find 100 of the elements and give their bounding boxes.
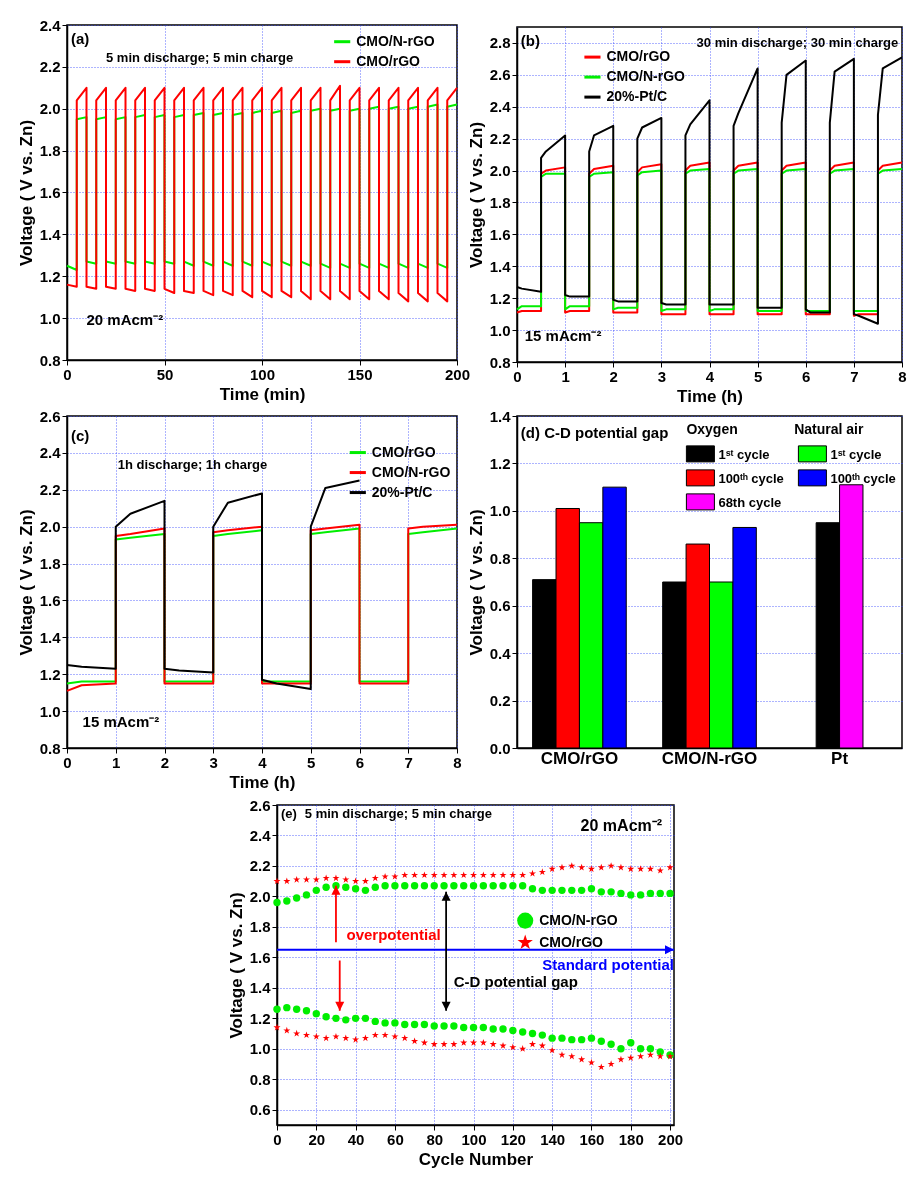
y-axis-title: Voltage ( V vs. Zn) [466,121,486,269]
y-axis-title: Voltage ( V vs. Zn) [16,119,36,267]
legend-label: CMO/N-rGO [539,911,618,928]
y-tick-label: 1.0 [39,309,61,327]
x-tick-label: 4 [258,753,268,771]
x-tick-label: 120 [500,1130,526,1148]
x-tick-label: 6 [355,753,365,771]
y-tick-label: 1.8 [489,193,511,211]
x-tick-label: 100 [461,1130,487,1148]
legend-label: CMO/N-rGO [606,68,686,85]
y-axis-title: Voltage ( V vs. Zn) [466,509,486,656]
x-tick-label: 150 [347,365,373,383]
y-tick-label: 1.6 [39,184,61,201]
y-tick-label: 2.4 [249,826,272,844]
y-tick-label: 0.8 [489,353,511,371]
y-tick-label: 2.6 [249,796,271,814]
y-tick-label: 1.8 [39,555,61,573]
y-tick-label: 2.2 [39,481,61,499]
x-tick-label: 50 [156,365,174,383]
y-tick-label: 2.4 [39,444,62,462]
x-tick-label: 0 [63,753,72,771]
x-tick-label: 60 [387,1130,404,1148]
y-tick-label: 1.6 [489,225,511,243]
annotation: (e) [280,806,297,822]
y-tick-label: 1.0 [489,321,511,339]
y-tick-label: 2.6 [489,66,511,84]
y-tick-label: 1.4 [39,628,62,646]
y-tick-label: 2.0 [39,518,61,536]
x-axis-title: Time (h) [677,386,743,406]
y-tick-label: 1.4 [489,257,512,275]
y-tick-label: 1.0 [249,1040,271,1058]
x-tick-label: 8 [453,753,462,771]
x-tick-label: CMO/rGO [540,748,619,768]
y-tick-label: 2.4 [39,16,62,34]
annotation: Natural air [794,420,864,437]
annotation: (c) [70,427,90,445]
y-tick-label: 1.6 [39,591,61,609]
x-tick-label: Pt [831,748,849,768]
legend-label: 100ᵗʰ cycle [830,470,896,486]
x-tick-label: 0 [273,1130,282,1148]
annotation: 15 mAcm⁻² [524,326,602,344]
x-tick-label: 160 [579,1130,605,1148]
y-tick-label: 0.8 [249,1070,271,1088]
annotation: 15 mAcm⁻² [82,712,160,730]
x-tick-label: 7 [404,753,413,771]
x-tick-label: 5 [307,753,316,771]
x-tick-label: 200 [658,1130,684,1148]
y-tick-label: 1.2 [249,1009,271,1027]
y-tick-label: 1.2 [39,267,61,285]
y-tick-label: 0.6 [489,597,511,615]
x-tick-label: 100 [249,365,276,383]
y-tick-label: 0.8 [39,739,61,757]
legend-label: CMO/rGO [371,443,436,460]
x-tick-label: 40 [347,1130,365,1148]
legend-label: CMO/N-rGO [356,32,435,49]
y-tick-label: 0.0 [489,739,511,757]
legend-label: 1ˢᵗ cycle [718,446,770,462]
y-tick-label: 2.0 [489,162,511,180]
legend-label: 1ˢᵗ cycle [830,446,882,462]
annotation: C-D potential gap [453,972,578,990]
y-tick-label: 1.8 [249,918,271,936]
annotation: 5 min discharge; 5 min charge [106,49,294,65]
x-tick-label: 3 [657,367,667,385]
y-tick-label: 1.6 [249,948,271,966]
x-tick-label: 7 [850,367,859,385]
x-tick-label: 2 [160,753,170,771]
x-tick-label: 0 [513,367,522,385]
legend-label: CMO/rGO [356,52,421,69]
x-tick-label: 20 [308,1130,326,1148]
legend-label: CMO/N-rGO [371,463,451,480]
x-tick-label: 180 [618,1130,644,1148]
y-tick-label: 0.8 [39,351,61,369]
y-tick-label: 2.6 [39,407,61,425]
annotation: 1h discharge; 1h charge [117,457,268,473]
legend-label: CMO/rGO [539,933,604,950]
x-tick-label: 4 [705,367,715,385]
y-tick-label: 1.2 [489,454,511,472]
y-tick-label: 1.0 [489,502,511,520]
x-tick-label: 1 [112,753,121,771]
legend-label: 20%-Pt/C [371,483,433,500]
annotation: Oxygen [686,420,738,437]
y-tick-label: 2.4 [489,98,512,116]
y-tick-label: 0.4 [489,644,512,662]
y-axis-title: Voltage ( V vs. Zn) [226,892,246,1039]
x-tick-label: 200 [444,365,471,383]
annotation: 20 mAcm⁻² [86,311,164,329]
x-axis-title: Time (min) [219,384,306,404]
annotation: 30 min discharge; 30 min charge [696,35,899,51]
y-tick-label: 1.4 [249,979,272,997]
y-tick-label: 1.2 [489,289,511,307]
y-tick-label: 2.2 [249,857,271,875]
annotation: (d) C-D potential gap [520,423,669,441]
y-tick-label: 1.8 [39,142,61,160]
y-tick-label: 0.2 [489,692,511,710]
y-tick-label: 0.6 [249,1101,271,1119]
x-tick-label: 0 [63,365,72,383]
annotation: 5 min discharge; 5 min charge [304,806,492,822]
y-tick-label: 2.0 [249,887,271,905]
y-tick-label: 2.8 [489,34,511,52]
y-tick-label: 1.4 [39,225,62,243]
